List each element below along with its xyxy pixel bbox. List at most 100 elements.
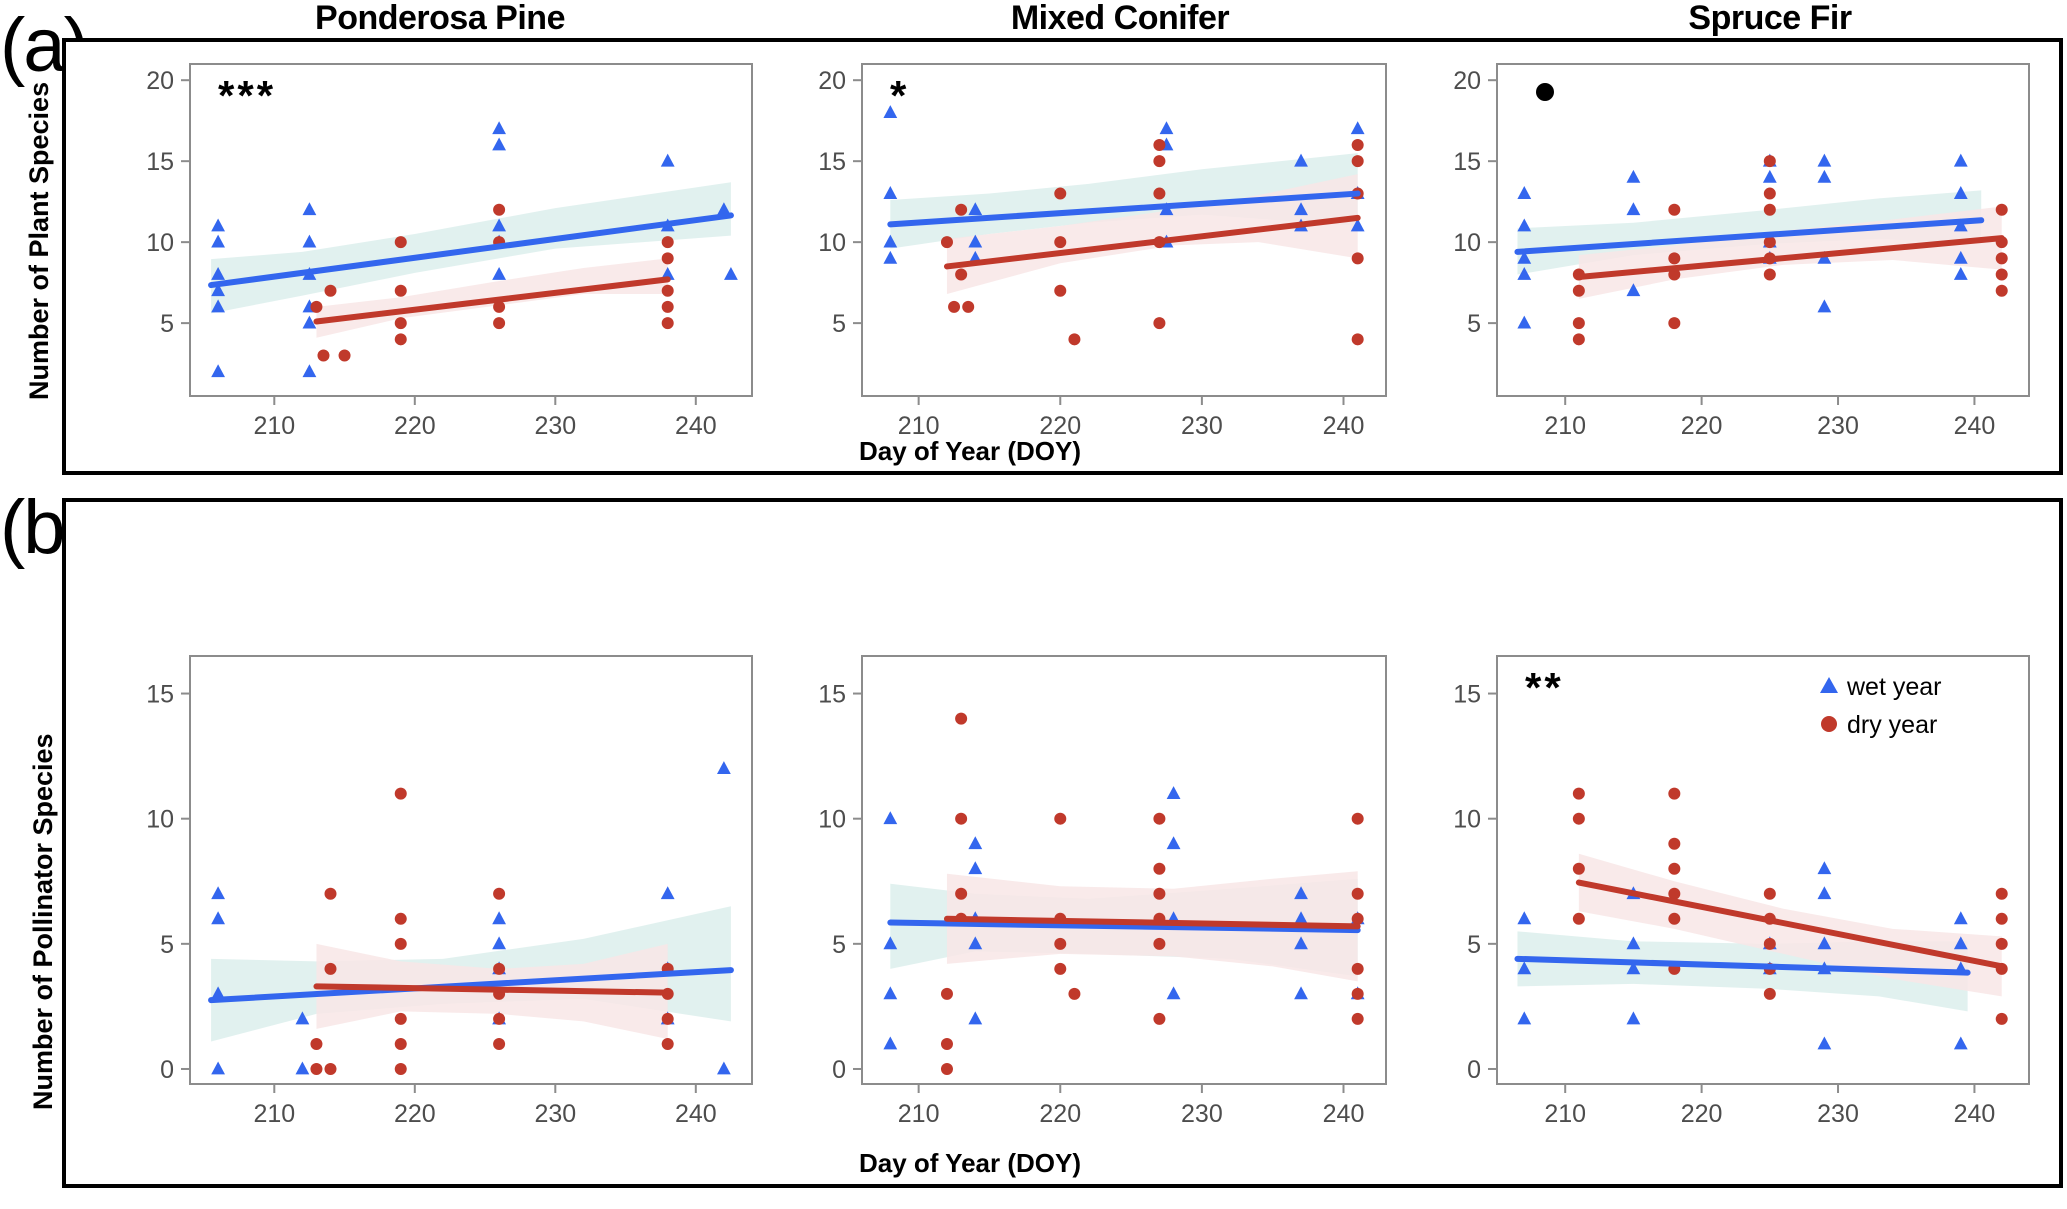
x-tick-label: 240 bbox=[1954, 412, 1996, 440]
y-tick-label: 15 bbox=[146, 681, 174, 709]
data-point-wet bbox=[1517, 186, 1532, 199]
y-tick-label: 0 bbox=[1467, 1056, 1481, 1084]
data-point-dry bbox=[1351, 812, 1364, 825]
data-point-dry bbox=[1995, 203, 2008, 216]
data-point-wet bbox=[302, 234, 317, 248]
data-point-wet bbox=[717, 761, 731, 775]
data-point-wet bbox=[968, 861, 983, 875]
data-point-dry bbox=[1153, 862, 1166, 875]
data-point-dry bbox=[1054, 812, 1067, 825]
data-point-dry bbox=[1572, 862, 1585, 875]
data-point-dry bbox=[1763, 236, 1776, 249]
significance-marker bbox=[1536, 83, 1554, 101]
x-tick-label: 210 bbox=[1544, 1100, 1586, 1128]
x-tick-label: 230 bbox=[534, 1100, 576, 1128]
x-tick-label: 240 bbox=[675, 1100, 717, 1128]
data-point-dry bbox=[1572, 317, 1585, 330]
scatter-plot-a3: 5 10 15 20 210 220 230 240 bbox=[1453, 63, 2030, 440]
data-point-wet bbox=[1817, 861, 1832, 875]
significance-marker: * bbox=[890, 72, 909, 119]
data-point-wet bbox=[1294, 936, 1308, 950]
data-point-wet bbox=[1350, 218, 1365, 232]
data-point-dry bbox=[1068, 987, 1081, 1000]
data-point-wet bbox=[717, 1061, 731, 1075]
data-point-wet bbox=[1517, 1011, 1532, 1025]
y-tick-label: 20 bbox=[818, 67, 846, 95]
data-point-dry bbox=[1572, 912, 1585, 925]
data-point-wet bbox=[1294, 886, 1308, 900]
data-point-dry bbox=[1995, 284, 2008, 297]
regression-line-dry bbox=[313, 276, 671, 325]
x-tick-label: 220 bbox=[1039, 412, 1081, 440]
data-point-dry bbox=[1763, 268, 1776, 281]
data-point-wet bbox=[1517, 911, 1532, 925]
y-tick-label: 5 bbox=[1467, 310, 1481, 338]
data-point-dry bbox=[1995, 252, 2008, 265]
data-point-dry bbox=[310, 1037, 323, 1050]
regression-line-wet bbox=[1514, 955, 1971, 976]
data-point-dry bbox=[948, 300, 961, 313]
data-point-wet bbox=[1294, 153, 1308, 167]
data-point-dry bbox=[1054, 962, 1067, 975]
data-point-wet bbox=[211, 986, 225, 1000]
data-point-dry bbox=[1068, 333, 1081, 346]
data-point-wet bbox=[1626, 202, 1641, 216]
data-point-dry bbox=[1995, 887, 2008, 900]
data-point-wet bbox=[1626, 1011, 1641, 1025]
data-point-wet bbox=[883, 811, 898, 825]
data-point-dry bbox=[1668, 317, 1681, 330]
data-point-dry bbox=[661, 1037, 674, 1050]
data-point-wet bbox=[1817, 153, 1832, 167]
data-point-dry bbox=[955, 887, 968, 900]
y-tick-label: 15 bbox=[818, 148, 846, 176]
data-point-dry bbox=[1351, 252, 1364, 265]
x-tick-label: 220 bbox=[394, 412, 436, 440]
data-point-wet bbox=[717, 202, 731, 216]
data-point-wet bbox=[1626, 936, 1641, 950]
data-point-wet bbox=[724, 267, 738, 280]
data-point-dry bbox=[394, 1012, 407, 1025]
data-point-wet bbox=[883, 986, 898, 1000]
data-point-dry bbox=[493, 1037, 506, 1050]
data-point-dry bbox=[317, 349, 330, 362]
x-tick-label: 230 bbox=[1181, 1100, 1223, 1128]
data-point-dry bbox=[661, 317, 674, 330]
regression-line-wet bbox=[887, 190, 1361, 228]
data-point-wet bbox=[1817, 1036, 1832, 1050]
data-point-dry bbox=[324, 962, 337, 975]
x-tick-label: 240 bbox=[1954, 1100, 1996, 1128]
data-point-wet bbox=[1953, 936, 1968, 950]
data-point-dry bbox=[940, 1037, 953, 1050]
data-point-dry bbox=[394, 333, 407, 346]
data-point-dry bbox=[1054, 937, 1067, 950]
x-tick-label: 230 bbox=[1181, 412, 1223, 440]
data-point-dry bbox=[940, 236, 953, 249]
data-point-wet bbox=[1517, 961, 1532, 975]
data-point-dry bbox=[338, 349, 351, 362]
regression-line-dry bbox=[943, 915, 1361, 930]
legend-marker-wet bbox=[1820, 677, 1838, 693]
data-point-dry bbox=[310, 300, 323, 313]
data-point-wet bbox=[302, 202, 317, 216]
x-tick-label: 220 bbox=[1681, 1100, 1723, 1128]
data-point-wet bbox=[1294, 202, 1308, 216]
data-point-dry bbox=[1351, 1012, 1364, 1025]
data-point-wet bbox=[492, 267, 506, 280]
column-title-mixed-conifer: Mixed Conifer bbox=[1010, 0, 1230, 37]
y-tick-label: 10 bbox=[1453, 229, 1481, 257]
data-point-wet bbox=[1953, 153, 1968, 167]
data-point-wet bbox=[660, 267, 675, 280]
data-point-wet bbox=[295, 1011, 310, 1025]
x-tick-label: 220 bbox=[1681, 412, 1723, 440]
data-point-dry bbox=[1153, 155, 1166, 168]
data-point-wet bbox=[883, 186, 898, 199]
y-tick-label: 15 bbox=[1453, 148, 1481, 176]
data-point-dry bbox=[394, 787, 407, 800]
data-point-wet bbox=[492, 121, 506, 135]
significance-marker: *** bbox=[218, 72, 276, 119]
data-point-dry bbox=[1763, 203, 1776, 216]
y-tick-label: 20 bbox=[146, 67, 174, 95]
data-point-dry bbox=[493, 887, 506, 900]
x-tick-label: 210 bbox=[253, 412, 295, 440]
